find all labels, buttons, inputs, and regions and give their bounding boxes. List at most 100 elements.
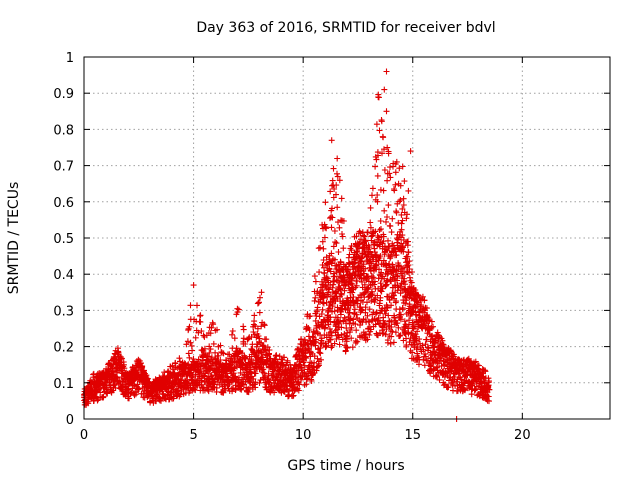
- data-point: [258, 289, 265, 296]
- data-point: [276, 353, 283, 360]
- data-point: [375, 91, 382, 98]
- data-point: [290, 392, 297, 399]
- data-point: [361, 281, 368, 288]
- data-point: [334, 173, 341, 180]
- data-point: [352, 259, 359, 266]
- data-point: [348, 324, 355, 331]
- data-point: [321, 292, 328, 299]
- data-point: [332, 288, 339, 294]
- y-tick-label: 0.8: [53, 123, 74, 138]
- data-point: [250, 329, 257, 335]
- data-point: [394, 273, 400, 280]
- data-point: [400, 265, 407, 271]
- data-point: [404, 253, 411, 260]
- data-point: [352, 337, 359, 344]
- data-point: [378, 288, 385, 295]
- data-point: [414, 328, 421, 335]
- data-point: [367, 219, 374, 226]
- data-point: [177, 383, 184, 390]
- data-point: [265, 376, 272, 383]
- data-point: [356, 262, 363, 269]
- data-point: [401, 278, 408, 285]
- data-point: [475, 362, 482, 369]
- data-point: [338, 290, 345, 297]
- axis-ticks: [83, 56, 610, 420]
- data-point: [162, 395, 169, 402]
- data-point: [458, 376, 465, 383]
- data-point: [383, 108, 390, 115]
- data-point: [399, 205, 406, 212]
- data-point: [336, 224, 343, 231]
- data-point: [331, 340, 338, 347]
- data-point: [407, 148, 414, 155]
- data-point: [409, 349, 416, 356]
- data-point: [392, 169, 399, 176]
- data-point: [399, 217, 406, 224]
- data-point: [404, 211, 410, 218]
- data-point: [399, 306, 406, 313]
- data-point: [441, 362, 448, 369]
- data-point: [198, 328, 205, 335]
- data-point: [252, 370, 259, 377]
- data-point: [141, 394, 148, 401]
- data-point: [121, 365, 128, 372]
- data-point: [314, 304, 321, 311]
- grid: [84, 57, 610, 419]
- data-point: [378, 269, 385, 276]
- data-point: [405, 262, 412, 268]
- data-point: [476, 393, 483, 400]
- data-point: [397, 197, 404, 204]
- data-point: [374, 172, 381, 179]
- data-point: [377, 186, 384, 193]
- data-point: [360, 232, 367, 239]
- data-point: [482, 368, 489, 375]
- data-point: [137, 360, 144, 367]
- data-point: [331, 228, 338, 234]
- data-point: [368, 326, 374, 333]
- data-point: [261, 321, 268, 328]
- data-point: [262, 347, 269, 354]
- data-point: [136, 385, 142, 392]
- data-point: [340, 218, 347, 224]
- data-point: [333, 277, 340, 283]
- data-point: [405, 187, 412, 194]
- data-point: [373, 121, 380, 128]
- data-point: [367, 224, 374, 231]
- data-point: [201, 351, 208, 358]
- data-point: [400, 236, 407, 243]
- data-point: [363, 274, 370, 281]
- data-point: [377, 218, 384, 224]
- data-point: [344, 344, 351, 351]
- data-point: [313, 336, 319, 343]
- data-point: [349, 344, 356, 351]
- data-point: [377, 294, 384, 301]
- data-point: [388, 229, 395, 236]
- data-point: [246, 378, 253, 385]
- data-point: [295, 387, 302, 394]
- data-point: [406, 258, 413, 265]
- y-tick-label: 0.4: [53, 268, 74, 283]
- data-point: [252, 323, 259, 330]
- y-tick-label: 0.1: [53, 377, 74, 392]
- data-point: [126, 395, 132, 402]
- data-point: [373, 261, 380, 268]
- data-point: [398, 211, 405, 218]
- data-point: [423, 336, 430, 343]
- data-point: [331, 256, 338, 263]
- data-point: [303, 355, 310, 362]
- data-point: [427, 370, 434, 377]
- data-point: [140, 391, 147, 397]
- data-point: [396, 165, 403, 172]
- data-point: [422, 350, 428, 357]
- data-point: [433, 373, 440, 380]
- data-point: [256, 299, 262, 306]
- data-point: [397, 316, 404, 323]
- data-point: [192, 334, 199, 341]
- data-point: [393, 158, 400, 165]
- data-point: [390, 339, 397, 346]
- data-point: [373, 309, 380, 316]
- data-point: [309, 333, 316, 340]
- data-point: [335, 249, 342, 255]
- data-point: [353, 327, 360, 334]
- data-point: [347, 315, 354, 322]
